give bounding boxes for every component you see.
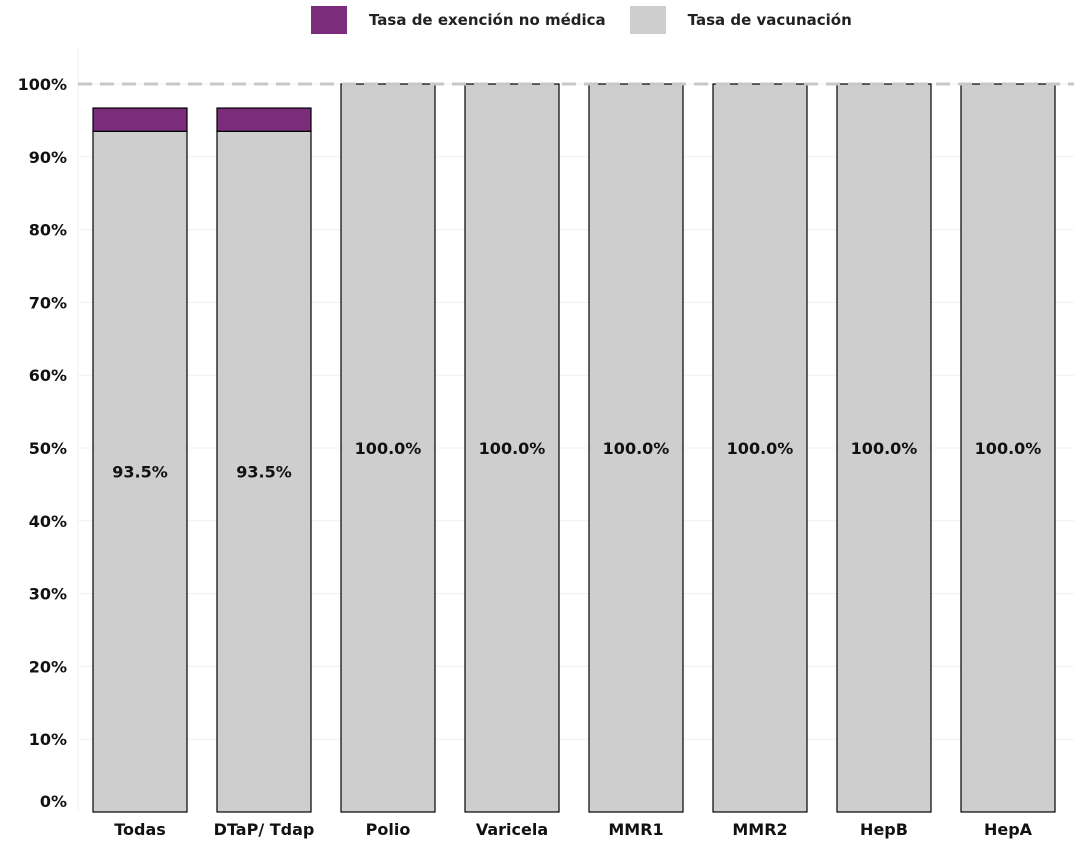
data-label: 100.0% (851, 439, 918, 458)
x-tick-label: DTaP/ Tdap (214, 820, 315, 839)
bar-vaccination (836, 83, 932, 813)
data-label: 100.0% (727, 439, 794, 458)
data-label: 100.0% (975, 439, 1042, 458)
y-tick-label: 10% (29, 730, 67, 749)
data-label: 100.0% (479, 439, 546, 458)
legend-label-exemption: Tasa de exención no médica (369, 11, 606, 29)
bar-vaccination (588, 83, 684, 813)
y-tick-label: 50% (29, 439, 67, 458)
bar-vaccination (216, 130, 312, 813)
y-tick-label: 20% (29, 657, 67, 676)
legend-item-vaccination: Tasa de vacunación (629, 6, 852, 34)
y-tick-label: 70% (29, 293, 67, 312)
x-tick-label: Polio (366, 820, 411, 839)
legend-item-exemption: Tasa de exención no médica (311, 6, 606, 34)
legend-swatch-exemption (311, 6, 347, 34)
data-label: 93.5% (236, 463, 292, 482)
y-tick-label: 90% (29, 148, 67, 167)
bar-exemption (92, 107, 188, 132)
bar-exemption (216, 107, 312, 132)
x-tick-label: MMR2 (732, 820, 787, 839)
bar-vaccination (340, 83, 436, 813)
data-label: 100.0% (603, 439, 670, 458)
x-tick-label: HepB (860, 820, 908, 839)
y-tick-label: 60% (29, 366, 67, 385)
bar-vaccination (464, 83, 560, 813)
x-tick-label: Varicela (476, 820, 548, 839)
y-tick-label: 0% (40, 792, 67, 811)
y-tick-label: 80% (29, 221, 67, 240)
bar-vaccination (960, 83, 1056, 813)
x-tick-label: MMR1 (608, 820, 663, 839)
data-label: 100.0% (355, 439, 422, 458)
y-tick-label: 30% (29, 585, 67, 604)
x-tick-label: HepA (984, 820, 1033, 839)
x-tick-label: Todas (114, 820, 166, 839)
y-tick-label: 40% (29, 512, 67, 531)
bar-vaccination (92, 130, 188, 813)
legend-label-vaccination: Tasa de vacunación (687, 11, 852, 29)
y-tick-label: 100% (18, 75, 67, 94)
bar-vaccination (712, 83, 808, 813)
legend-swatch-vaccination (629, 6, 666, 34)
legend: Tasa de exención no médica Tasa de vacun… (311, 6, 876, 34)
data-label: 93.5% (112, 463, 168, 482)
